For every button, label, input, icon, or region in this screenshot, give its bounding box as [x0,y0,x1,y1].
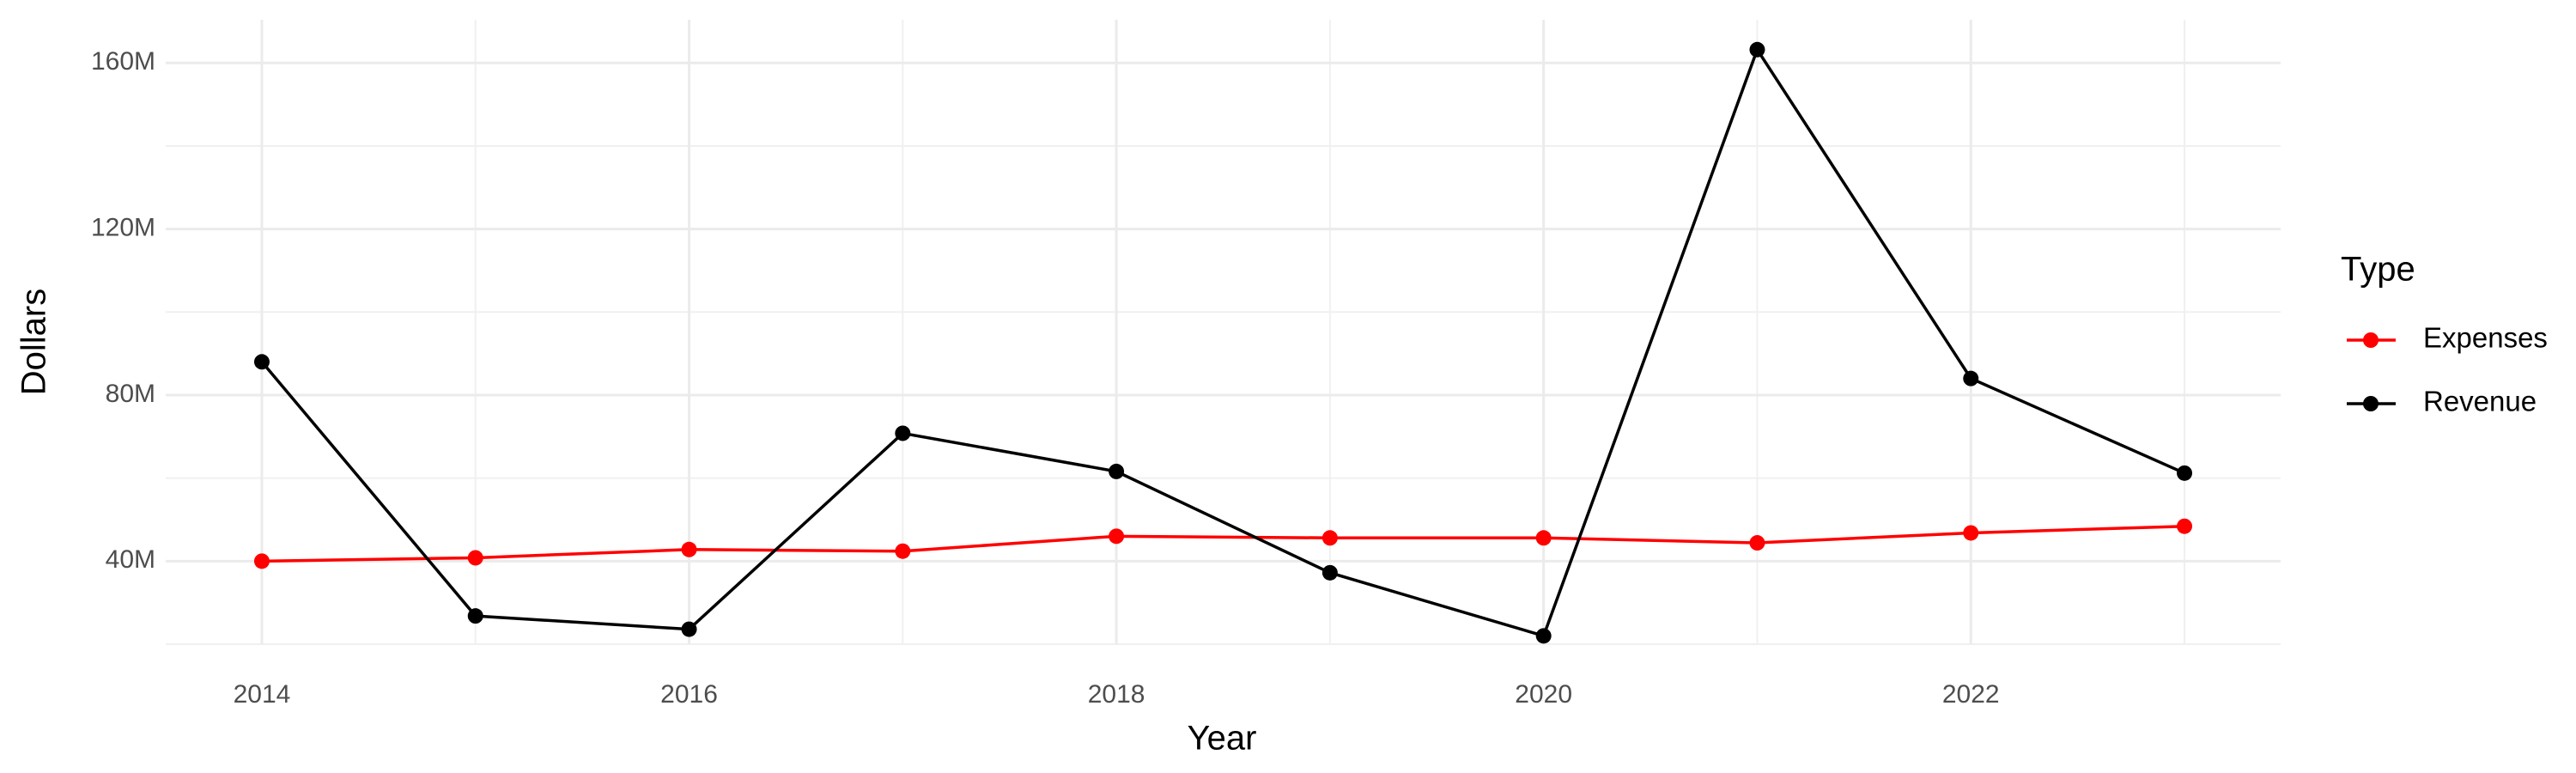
data-point [895,543,911,559]
legend-label: Revenue [2423,386,2537,417]
legend-title: Type [2341,251,2415,289]
x-tick-label: 2018 [1088,680,1145,709]
legend-marker [2363,332,2379,348]
data-point [2177,518,2193,534]
data-point [467,550,483,566]
y-tick-label: 80M [106,380,155,408]
data-point [2177,465,2193,481]
data-point [1109,528,1125,545]
data-point [1963,370,1979,386]
data-point [1749,535,1765,551]
data-point [1963,525,1979,541]
data-point [1321,564,1338,581]
y-tick-label: 120M [91,214,155,242]
x-axis-title: Year [1188,720,1257,758]
x-tick-label: 2020 [1515,680,1572,709]
data-point [1749,41,1765,58]
data-point [253,553,270,569]
x-tick-label: 2016 [660,680,718,709]
x-tick-label: 2014 [234,680,291,709]
data-point [1535,530,1552,546]
data-point [1321,530,1338,546]
y-axis-title: Dollars [15,289,53,395]
data-point [681,541,697,557]
data-point [681,621,697,637]
legend-marker [2363,396,2379,411]
data-point [1535,628,1552,644]
series-line [261,524,2185,563]
data-point [467,608,483,624]
y-tick-label: 40M [106,545,155,574]
legend-label: Expenses [2423,322,2548,354]
data-point [1109,463,1125,479]
x-tick-label: 2022 [1942,680,2000,709]
series-line [260,46,2185,638]
y-tick-label: 160M [91,47,155,76]
data-point [253,354,270,370]
data-point [895,425,911,441]
